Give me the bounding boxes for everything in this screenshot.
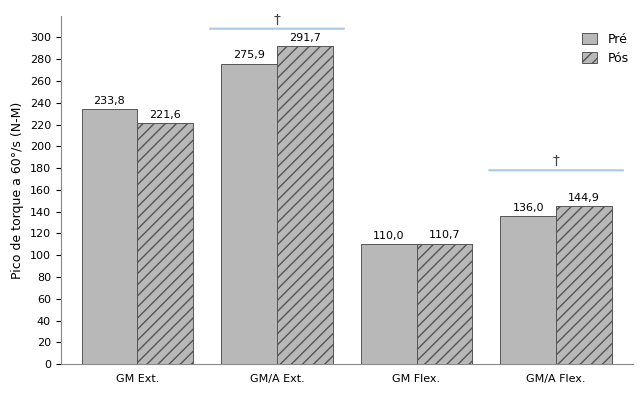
Bar [361,245,417,364]
Text: †: † [274,13,280,26]
Bar [277,47,333,364]
Text: 233,8: 233,8 [93,96,126,106]
Bar [500,216,556,364]
Y-axis label: Pico de torque a 60°/s (N-M): Pico de torque a 60°/s (N-M) [11,101,24,278]
Text: 291,7: 291,7 [289,33,321,43]
Text: 144,9: 144,9 [568,193,600,203]
Text: 110,0: 110,0 [373,231,404,241]
Bar [556,206,612,364]
Text: 221,6: 221,6 [149,109,181,120]
Text: 275,9: 275,9 [233,51,265,60]
Bar [417,244,473,364]
Text: †: † [553,154,560,168]
Bar [221,64,277,364]
Legend: Pré, Pós: Pré, Pós [579,29,632,69]
Bar [137,123,193,364]
Text: 110,7: 110,7 [429,230,460,240]
Text: 136,0: 136,0 [513,203,544,213]
Bar [82,109,137,364]
